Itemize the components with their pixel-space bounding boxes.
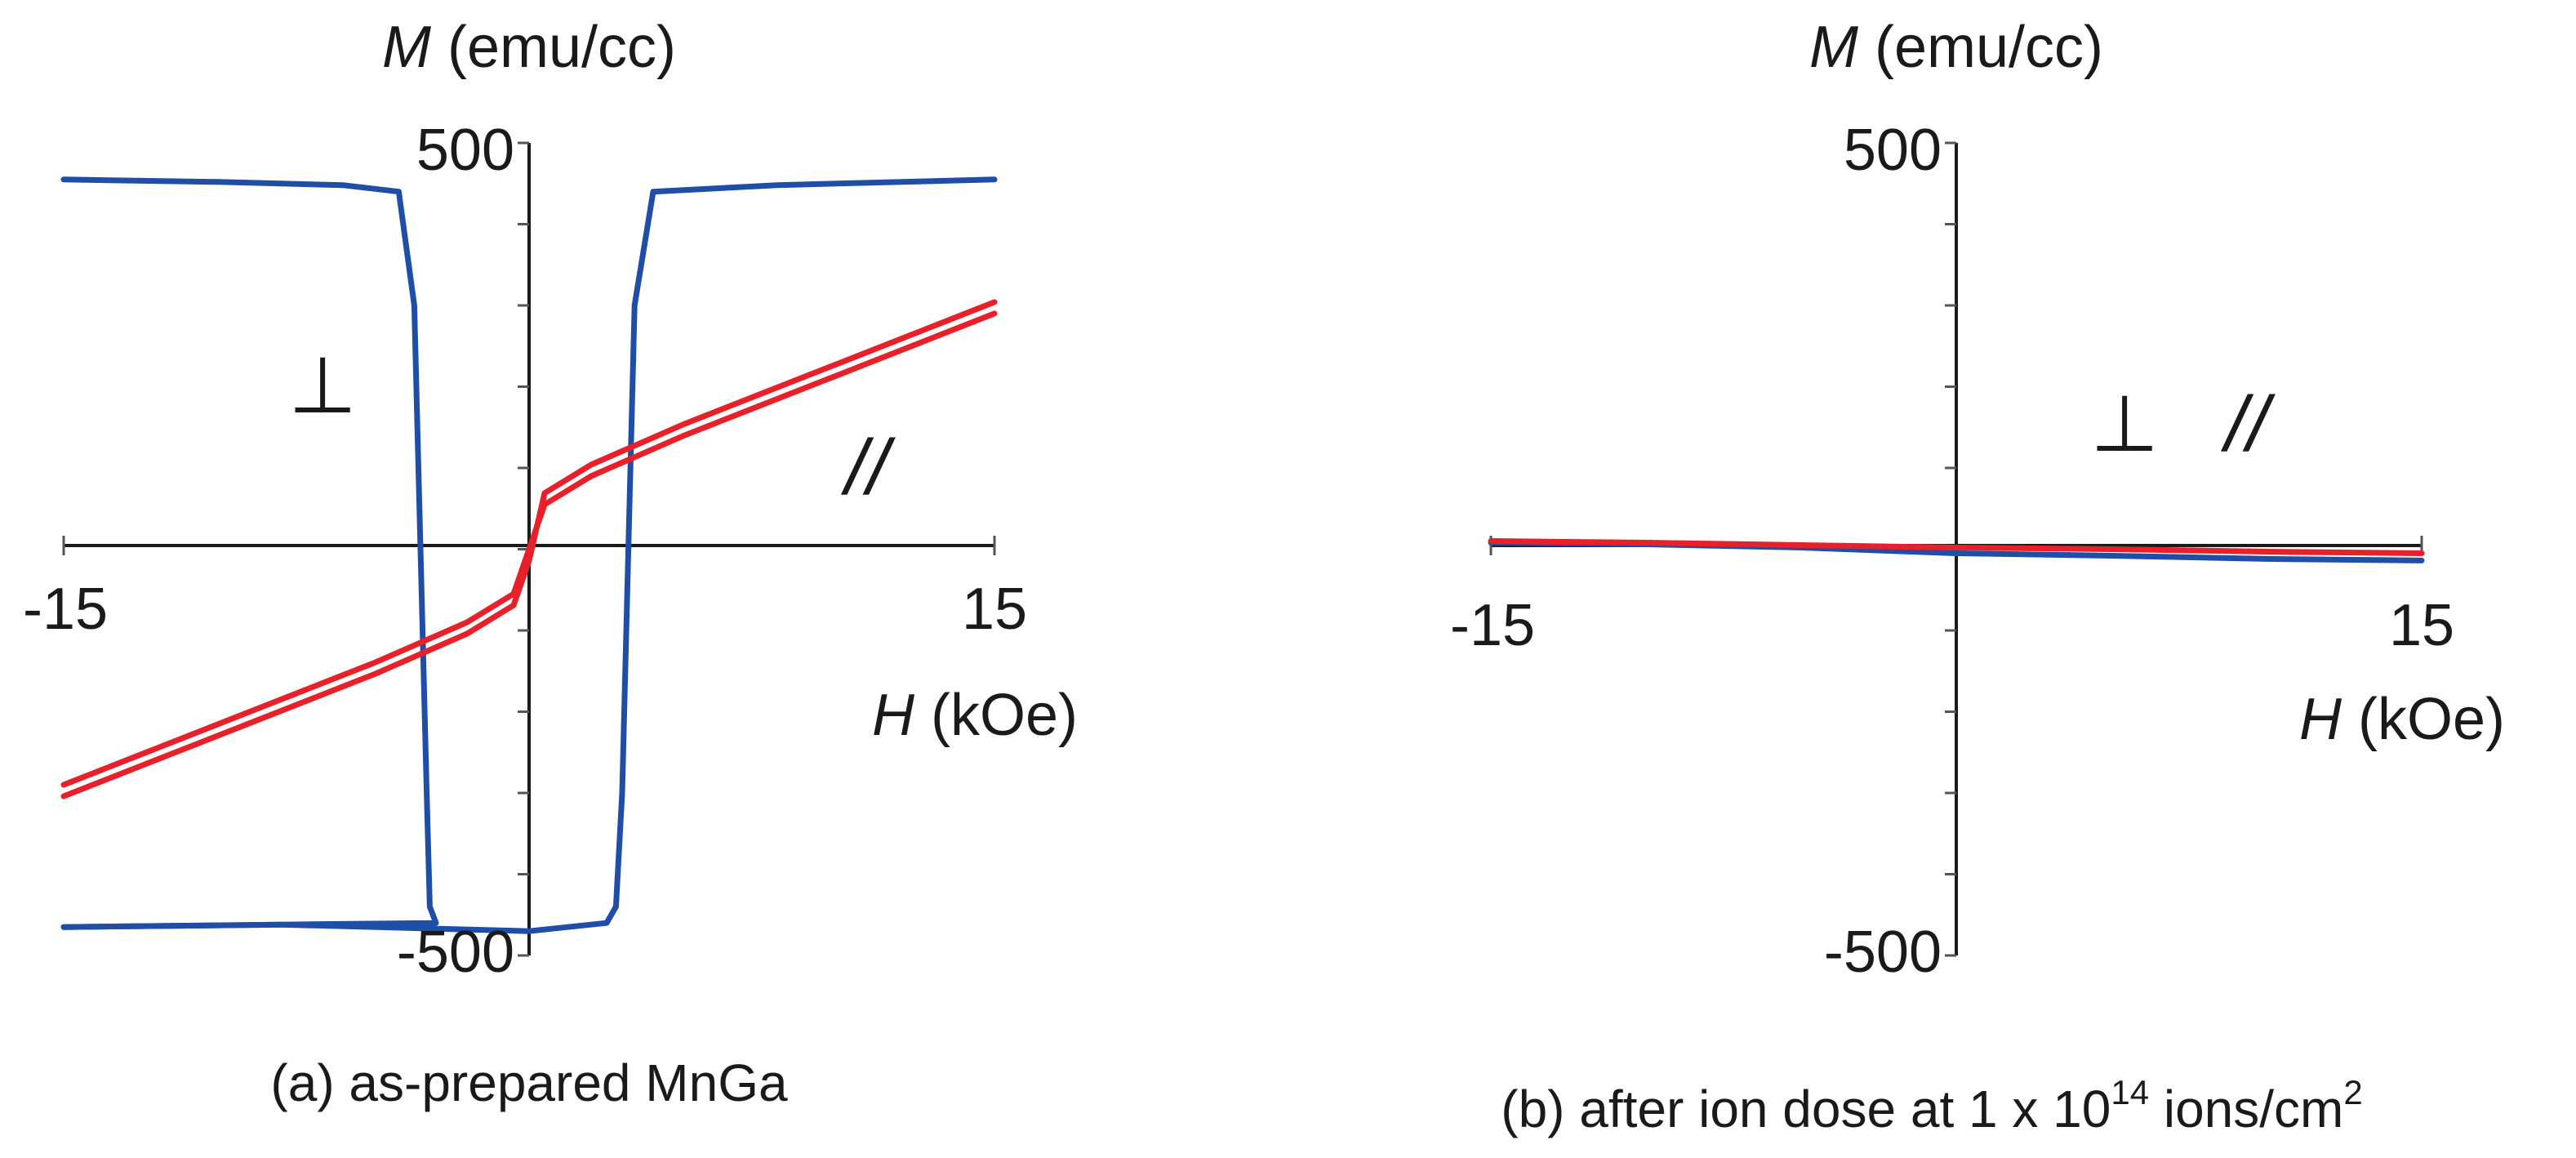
panel-a-legend-perpendicular: ⊥ [288,342,357,430]
panel-b-legend-perpendicular: ⊥ [2090,381,2159,468]
panel-a-series-perpendicular-branch-2 [60,176,998,934]
panel-b-xtick-right: 15 [2389,593,2454,658]
panel-b-curves [1488,538,2425,563]
panel-a-chart: 500 -500 -15 15 M (emu/cc) H (kOe) ⊥ // … [23,15,1078,1112]
panel-a-legend-parallel: // [840,424,896,511]
panel-a-curves [60,176,998,934]
panel-a-ytick-top: 500 [416,118,514,183]
panel-b-xtick-left: -15 [1450,593,1535,658]
panel-b-chart: 500 -500 -15 15 M (emu/cc) H (kOe) ⊥ // … [1450,15,2505,1138]
panel-a-xtick-left: -15 [23,577,108,642]
panel-a-xtick-right: 15 [962,577,1027,642]
panel-a-xlabel: H (kOe) [872,683,1078,748]
panel-b-caption: (b) after ion dose at 1 x 1014 ions/cm2 [1501,1073,2362,1138]
panel-a-series-parallel-return-branch [60,299,998,799]
panel-a-caption: (a) as-prepared MnGa [270,1053,788,1112]
panel-b-series-parallel-branch-1 [1488,538,2425,556]
panel-b-ylabel: M (emu/cc) [1809,15,2103,80]
panel-a-ytick-bottom: -500 [397,920,514,985]
panel-b-ytick-top: 500 [1844,118,1942,183]
panel-b-legend-parallel: // [2220,381,2276,468]
panel-b-xlabel: H (kOe) [2299,687,2505,752]
panel-a-ylabel: M (emu/cc) [382,15,676,80]
panel-b-ytick-bottom: -500 [1824,920,1942,985]
panel-a-ticks [62,141,996,957]
panel-a-series-perpendicular-branch-1 [60,176,439,930]
